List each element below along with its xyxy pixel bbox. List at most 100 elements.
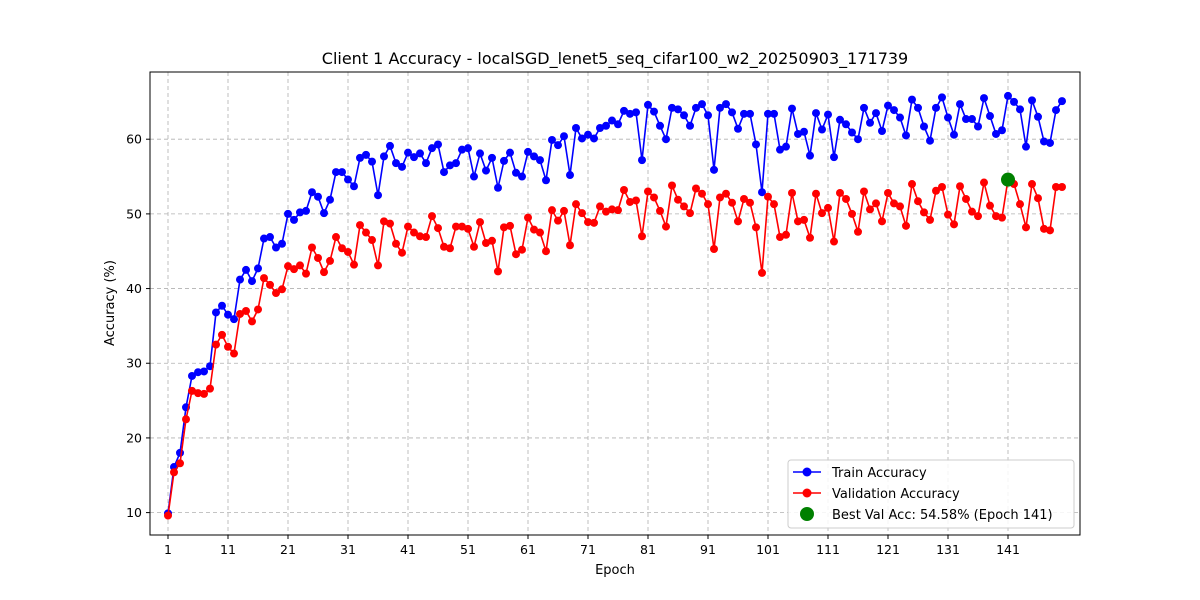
train-accuracy-point xyxy=(1028,96,1036,105)
train-accuracy-point xyxy=(800,127,808,136)
validation-accuracy-point xyxy=(1052,183,1060,191)
validation-accuracy-point xyxy=(320,268,328,277)
train-accuracy-point xyxy=(704,111,712,120)
validation-accuracy-point xyxy=(500,223,508,232)
x-tick-label: 141 xyxy=(996,542,1020,557)
legend-validation-marker xyxy=(802,488,812,498)
legend-entry-validation: Validation Accuracy xyxy=(793,487,960,502)
train-accuracy-point xyxy=(548,135,556,144)
validation-accuracy-point xyxy=(566,241,574,250)
validation-accuracy-point xyxy=(674,195,682,204)
validation-accuracy-point xyxy=(308,243,316,252)
validation-accuracy-point xyxy=(458,222,466,231)
train-accuracy-point xyxy=(728,108,736,117)
train-accuracy-point xyxy=(482,166,490,175)
train-accuracy-point xyxy=(260,234,268,243)
validation-accuracy-point xyxy=(482,239,490,248)
train-accuracy-point xyxy=(884,101,892,110)
train-accuracy-point xyxy=(920,122,928,131)
series-validation xyxy=(164,175,1066,520)
validation-accuracy-point xyxy=(494,267,502,276)
train-accuracy-point xyxy=(350,182,358,191)
validation-accuracy-point xyxy=(476,218,484,227)
train-accuracy-point xyxy=(1016,105,1024,114)
train-accuracy-point xyxy=(974,122,982,131)
validation-accuracy-point xyxy=(794,217,802,226)
train-accuracy-point xyxy=(1058,97,1066,106)
validation-accuracy-point xyxy=(380,217,388,226)
train-accuracy-point xyxy=(626,109,634,118)
train-accuracy-point xyxy=(644,100,652,109)
legend-train-marker xyxy=(802,467,812,477)
validation-accuracy-point xyxy=(416,232,424,241)
validation-accuracy-point xyxy=(434,224,442,233)
x-tick-label: 131 xyxy=(936,542,960,557)
train-accuracy-point xyxy=(410,153,418,162)
x-tick-label: 41 xyxy=(400,542,416,557)
train-accuracy-point xyxy=(518,172,526,181)
train-accuracy-point xyxy=(596,124,604,133)
validation-accuracy-point xyxy=(302,269,310,278)
legend: Train Accuracy Validation Accuracy Best … xyxy=(787,459,1075,529)
validation-accuracy-point xyxy=(410,228,418,237)
validation-accuracy-point xyxy=(698,189,706,198)
train-accuracy-point xyxy=(266,233,274,242)
validation-accuracy-point xyxy=(266,280,274,289)
train-accuracy-point xyxy=(284,209,292,218)
validation-accuracy-point xyxy=(398,248,406,257)
train-accuracy-point xyxy=(332,168,340,177)
train-accuracy-point xyxy=(458,145,466,154)
train-accuracy-point xyxy=(806,151,814,160)
train-accuracy-point xyxy=(716,103,724,112)
validation-accuracy-point xyxy=(686,209,694,218)
train-accuracy-point xyxy=(962,115,970,124)
validation-accuracy-point xyxy=(776,233,784,242)
validation-accuracy-point xyxy=(218,330,226,339)
train-accuracy-point xyxy=(812,109,820,118)
plot-frame xyxy=(149,71,1081,536)
validation-accuracy-point xyxy=(518,245,526,254)
validation-accuracy-point xyxy=(182,415,190,424)
train-accuracy-point xyxy=(476,149,484,158)
train-accuracy-point xyxy=(464,144,472,153)
validation-accuracy-point xyxy=(938,183,946,191)
train-accuracy-point xyxy=(326,195,334,204)
validation-accuracy-point xyxy=(986,201,994,210)
train-accuracy-point xyxy=(254,264,262,273)
train-accuracy-point xyxy=(212,308,220,317)
train-accuracy-point xyxy=(860,103,868,112)
validation-accuracy-point xyxy=(170,468,178,477)
validation-accuracy-point xyxy=(782,230,790,239)
train-accuracy-point xyxy=(866,118,874,127)
validation-accuracy-point xyxy=(992,212,1000,221)
train-accuracy-point xyxy=(536,156,544,165)
chart-title: Client 1 Accuracy - localSGD_lenet5_seq_… xyxy=(322,49,908,69)
validation-accuracy-point xyxy=(824,203,832,212)
train-accuracy-point xyxy=(848,128,856,137)
validation-accuracy-point xyxy=(584,218,592,227)
validation-accuracy-point xyxy=(560,206,568,215)
validation-accuracy-point xyxy=(632,196,640,205)
train-accuracy-point xyxy=(440,168,448,177)
validation-accuracy-point xyxy=(578,209,586,218)
y-axis-label: Accuracy (%) xyxy=(103,260,118,346)
validation-accuracy-point xyxy=(920,208,928,217)
train-accuracy-point xyxy=(356,153,364,162)
train-accuracy-point xyxy=(344,175,352,184)
train-accuracy-point xyxy=(272,243,280,252)
x-tick-label: 31 xyxy=(340,542,356,557)
train-accuracy-point xyxy=(386,141,394,150)
validation-accuracy-point xyxy=(836,188,844,197)
validation-accuracy-point xyxy=(284,262,292,271)
x-tick-label: 71 xyxy=(580,542,596,557)
train-accuracy-point xyxy=(554,141,562,150)
validation-accuracy-point xyxy=(656,206,664,215)
train-accuracy-point xyxy=(236,275,244,284)
train-accuracy-point xyxy=(770,109,778,118)
validation-accuracy-point xyxy=(422,233,430,242)
train-accuracy-point xyxy=(314,192,322,201)
validation-accuracy-point xyxy=(470,242,478,251)
y-tick-label: 30 xyxy=(126,356,142,371)
validation-accuracy-point xyxy=(818,209,826,218)
